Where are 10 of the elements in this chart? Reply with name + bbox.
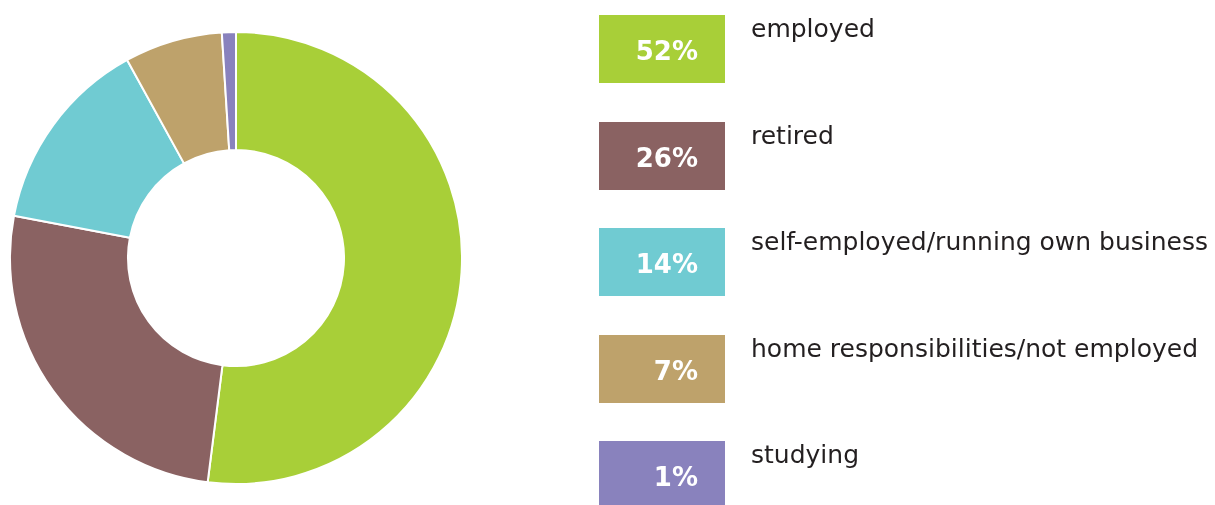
legend-label: retired xyxy=(751,121,834,150)
text: 14% xyxy=(635,249,698,279)
legend-label: home responsibilities/not employed xyxy=(751,334,1198,363)
text: 52% xyxy=(635,36,698,66)
text: 26% xyxy=(635,143,698,173)
legend-label: employed xyxy=(751,14,875,43)
text: 7% xyxy=(653,356,698,386)
legend-label: studying xyxy=(751,440,859,469)
text: 1% xyxy=(653,462,698,492)
legend-label: self-employed/running own business xyxy=(751,227,1209,256)
